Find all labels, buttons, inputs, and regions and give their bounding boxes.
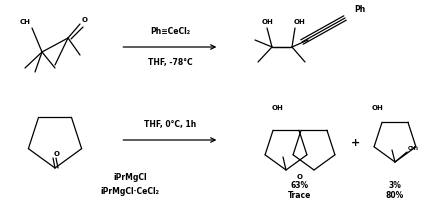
Text: OH: OH xyxy=(272,105,284,111)
Text: CH: CH xyxy=(19,19,31,25)
Text: OH: OH xyxy=(294,19,306,25)
Text: THF, 0°C, 1h: THF, 0°C, 1h xyxy=(144,121,196,129)
Text: iPrMgCl·CeCl₂: iPrMgCl·CeCl₂ xyxy=(101,187,160,197)
Text: O: O xyxy=(82,17,88,23)
Text: 63%: 63% xyxy=(291,181,309,189)
Text: CH₃: CH₃ xyxy=(408,145,418,150)
Text: 80%: 80% xyxy=(386,190,404,200)
Text: 3%: 3% xyxy=(389,181,402,189)
Text: Ph: Ph xyxy=(354,5,366,15)
Text: Ph≡CeCl₂: Ph≡CeCl₂ xyxy=(150,27,190,37)
Text: iPrMgCl: iPrMgCl xyxy=(113,174,147,182)
Text: O: O xyxy=(297,174,303,180)
Text: OH: OH xyxy=(372,105,384,111)
Text: Trace: Trace xyxy=(288,190,312,200)
Text: O: O xyxy=(54,151,60,157)
Text: +: + xyxy=(351,138,361,148)
Text: OH: OH xyxy=(262,19,274,25)
Text: THF, -78°C: THF, -78°C xyxy=(147,58,192,66)
